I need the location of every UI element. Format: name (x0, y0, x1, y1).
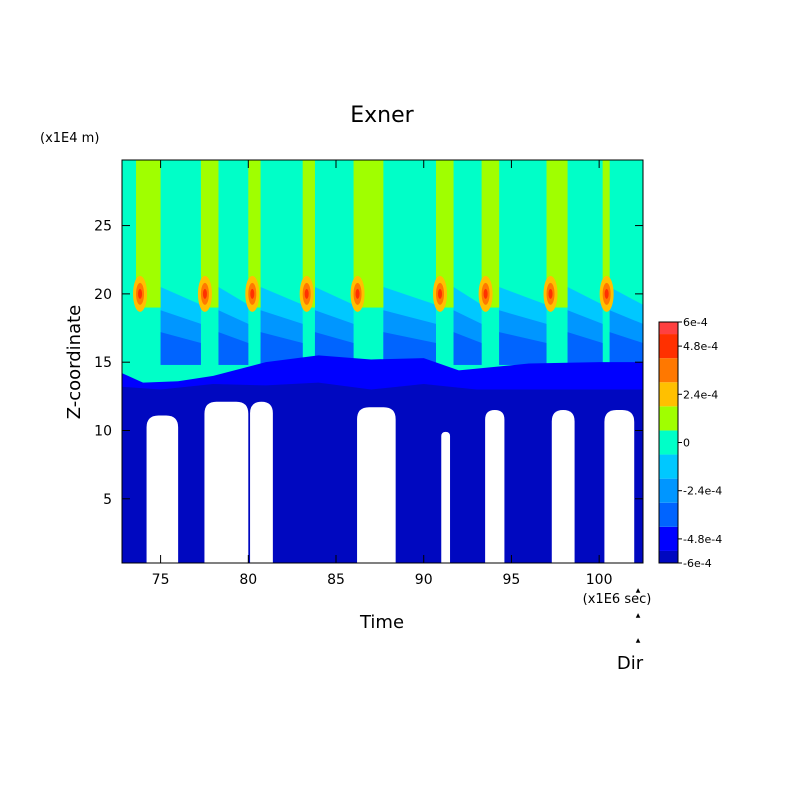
y-tick-label: 20 (94, 287, 112, 303)
event-column (481, 160, 500, 308)
low-region (485, 409, 505, 563)
low-region (146, 415, 179, 563)
plot-frame (121, 159, 644, 564)
colorbar-level (659, 454, 678, 479)
colorbar-tick-label: 6e-4 (683, 316, 708, 329)
event-column (546, 160, 568, 308)
low-region (441, 431, 451, 563)
colorbar-level (659, 382, 678, 407)
x-tick-label: 75 (152, 572, 170, 588)
colorbar-tick-label: 0 (683, 437, 690, 450)
peak-core-max (438, 288, 443, 299)
colorbar-level (659, 430, 678, 455)
colorbar-tick-label: -6e-4 (683, 557, 712, 570)
low-region (604, 409, 635, 563)
peak-core-max (138, 288, 143, 299)
wake-band-blue (453, 332, 482, 365)
x-tick-label: 100 (586, 572, 613, 588)
wake-band-blue (567, 332, 603, 365)
dir-tick-mark: ▲ (636, 612, 641, 619)
direction-indicator: ▲ ▲ ▲ (636, 587, 641, 644)
peak-core-max (250, 288, 255, 299)
y-tick-label: 5 (103, 492, 112, 508)
x-tick-label: 95 (503, 572, 521, 588)
colorbar-tick-label: -2.4e-4 (683, 485, 722, 498)
colorbar-tick-label: -4.8e-4 (683, 533, 722, 546)
colorbar-level (659, 526, 678, 551)
colorbar: 6e-4 4.8e-4 2.4e-4 0 -2.4e-4 -4.8e-4 -6e-4 (658, 316, 722, 570)
wake-band-blue (383, 332, 437, 365)
y-tick-label: 10 (94, 423, 112, 439)
x-tick-label: 90 (415, 572, 433, 588)
low-region (357, 407, 396, 563)
direction-label: Dir (617, 653, 644, 674)
wake-band-blue (499, 332, 547, 365)
peak-core-max (355, 288, 360, 299)
x-tick-label: 80 (239, 572, 257, 588)
colorbar-level (659, 334, 678, 359)
peak-core-max (202, 288, 207, 299)
peak-core-max (604, 288, 609, 299)
dir-tick-mark: ▲ (636, 587, 641, 594)
colorbar-level (659, 502, 678, 527)
wake-band-blue (218, 332, 249, 365)
colorbar-level (659, 478, 678, 503)
x-unit-label: (x1E6 sec) (583, 592, 652, 607)
wake-band-blue (609, 332, 643, 365)
chart-title: Exner (350, 103, 414, 128)
low-region (204, 401, 249, 563)
colorbar-tick-label: 2.4e-4 (683, 388, 718, 401)
y-axis-label: Z-coordinate (64, 305, 85, 420)
colorbar-level (659, 406, 678, 431)
peak-core-max (304, 288, 309, 299)
peak-core-max (548, 288, 553, 299)
event-column (248, 160, 261, 308)
event-column (200, 160, 219, 308)
x-axis: 75 80 85 90 95 100 (152, 160, 613, 588)
wake-band-blue (160, 332, 201, 365)
colorbar-level (659, 358, 678, 383)
colorbar-tick-label: 4.8e-4 (683, 340, 718, 353)
x-tick-label: 85 (327, 572, 345, 588)
low-region (551, 409, 575, 563)
colorbar-level (659, 550, 678, 563)
peak-core-max (483, 288, 488, 299)
y-tick-label: 25 (94, 219, 112, 235)
event-column (302, 160, 315, 308)
colorbar-level (659, 322, 678, 335)
y-unit-label: (x1E4 m) (40, 131, 99, 146)
plot-area (122, 160, 643, 563)
y-axis: 5 10 15 20 25 (94, 219, 643, 508)
dir-tick-mark: ▲ (636, 637, 641, 644)
event-column (436, 160, 454, 308)
low-region (250, 401, 273, 563)
y-tick-label: 15 (94, 355, 112, 371)
x-axis-label: Time (359, 612, 404, 633)
event-column (602, 160, 610, 308)
wake-band-blue (260, 332, 303, 365)
